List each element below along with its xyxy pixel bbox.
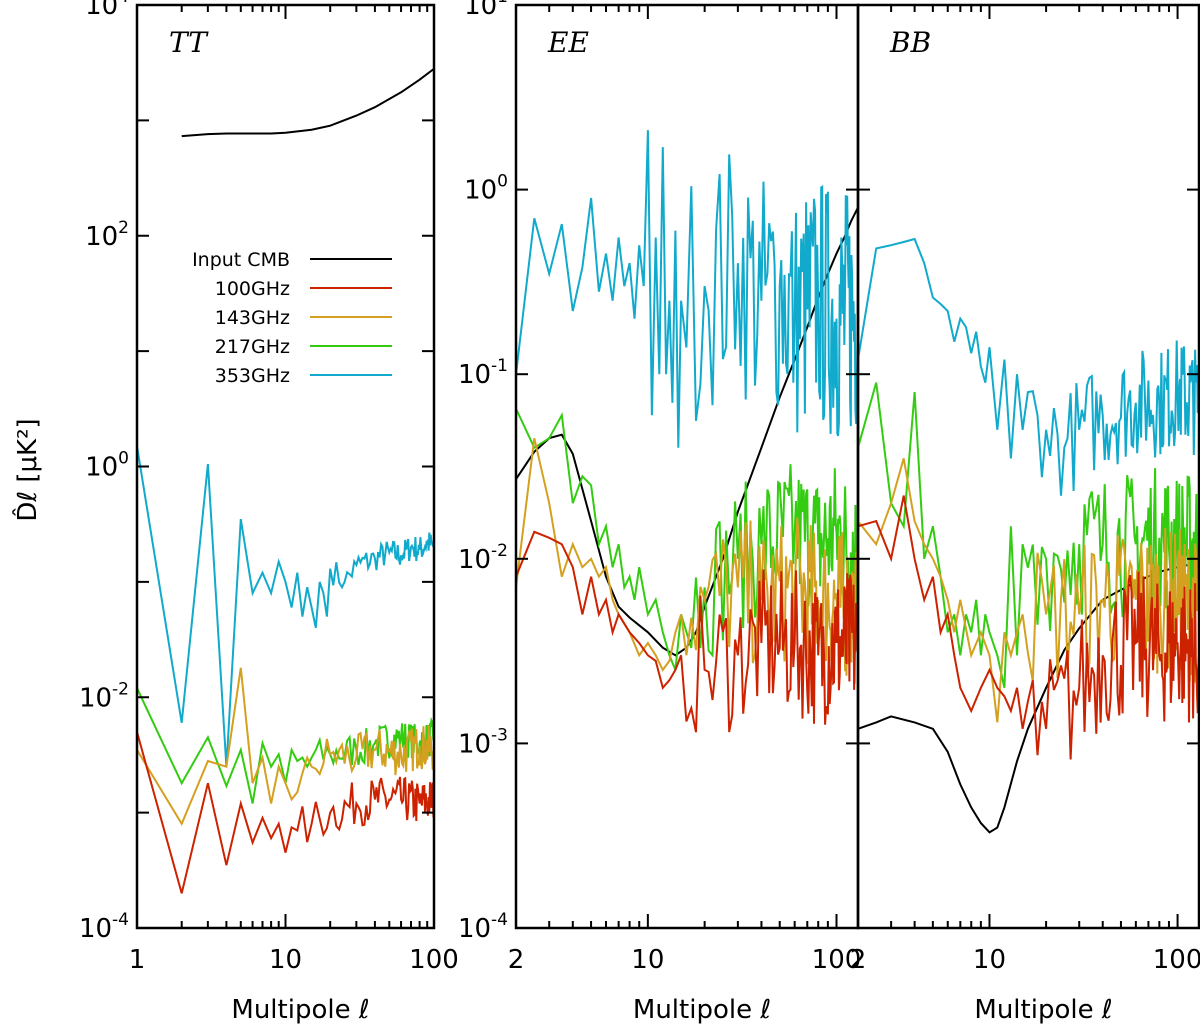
panel-bb: 2 10 100 BB Multipole ℓ xyxy=(850,3,1200,1025)
x-tick-label: 100 xyxy=(1153,945,1200,975)
panel-tt: 1 10 100 104 102 100 10-2 10-4 TT Multipole ℓ xyxy=(79,0,459,1025)
y-tick-label: 101 xyxy=(464,0,508,21)
series-line-353ghz xyxy=(516,130,858,448)
y-tick-label: 10-3 xyxy=(458,725,508,759)
legend-label: 100GHz xyxy=(215,278,290,300)
x-tick-label: 2 xyxy=(850,945,867,975)
plot-area xyxy=(516,130,858,733)
x-tick-label: 10 xyxy=(973,945,1006,975)
x-tick-label: 2 xyxy=(508,945,525,975)
series-line-217ghz xyxy=(137,687,434,804)
panel-title: EE xyxy=(547,26,589,59)
legend-label: 143GHz xyxy=(215,307,290,329)
x-tick-label: 100 xyxy=(812,945,862,975)
x-tick-label: 10 xyxy=(269,945,302,975)
panel-frame xyxy=(135,3,436,930)
y-axis-label: D̂ℓ [μK²] xyxy=(11,418,43,521)
x-axis-label: Multipole ℓ xyxy=(633,995,771,1025)
y-tick-label: 10-4 xyxy=(79,910,129,944)
y-tick-label: 10-1 xyxy=(458,356,508,390)
series-line-353ghz xyxy=(137,446,434,767)
panel-frame xyxy=(856,3,1200,930)
series-line-143ghz xyxy=(516,437,858,684)
panel-title: BB xyxy=(889,26,931,59)
series-line-input-cmb xyxy=(181,68,434,138)
series-line-353ghz xyxy=(858,237,1199,496)
legend-label: 217GHz xyxy=(215,336,290,358)
legend: Input CMB 100GHz 143GHz 217GHz 353GHz xyxy=(192,249,392,387)
x-axis-label: Multipole ℓ xyxy=(974,995,1112,1025)
y-tick-label: 10-2 xyxy=(79,679,129,713)
series-line-100ghz xyxy=(137,731,434,894)
y-tick-label: 100 xyxy=(464,172,508,206)
series-line-217ghz xyxy=(858,382,1199,689)
x-tick-label: 1 xyxy=(129,945,146,975)
x-tick-label: 10 xyxy=(631,945,664,975)
legend-label: 353GHz xyxy=(215,365,290,387)
series-line-100ghz xyxy=(516,530,858,733)
plot-area xyxy=(858,237,1199,834)
panel-ee: 2 10 100 101 100 10-1 10-2 10-3 10-4 EE Multipole … xyxy=(458,0,861,1025)
x-axis-label: Multipole ℓ xyxy=(231,995,369,1025)
legend-label: Input CMB xyxy=(192,249,290,271)
series-line-143ghz xyxy=(137,667,434,827)
series-line-input-cmb xyxy=(858,561,1199,834)
y-tick-label: 100 xyxy=(85,449,129,483)
y-tick-label: 10-2 xyxy=(458,541,508,575)
x-tick-label: 100 xyxy=(409,945,459,975)
y-tick-label: 102 xyxy=(85,218,129,252)
y-tick-label: 10-4 xyxy=(458,910,508,944)
series-line-100ghz xyxy=(858,495,1199,760)
y-tick-label: 104 xyxy=(85,0,129,21)
panel-title: TT xyxy=(169,26,209,59)
plot-area xyxy=(137,68,434,894)
